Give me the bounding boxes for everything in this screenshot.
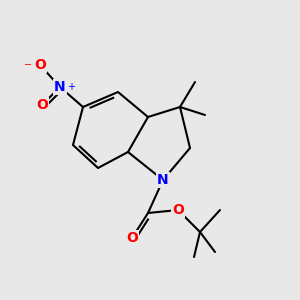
Text: +: + bbox=[67, 82, 75, 92]
Text: O: O bbox=[36, 98, 48, 112]
Text: −: − bbox=[24, 60, 32, 70]
Text: O: O bbox=[34, 58, 46, 72]
Text: O: O bbox=[172, 203, 184, 217]
Text: N: N bbox=[54, 80, 66, 94]
Text: O: O bbox=[126, 231, 138, 245]
Text: N: N bbox=[157, 173, 169, 187]
